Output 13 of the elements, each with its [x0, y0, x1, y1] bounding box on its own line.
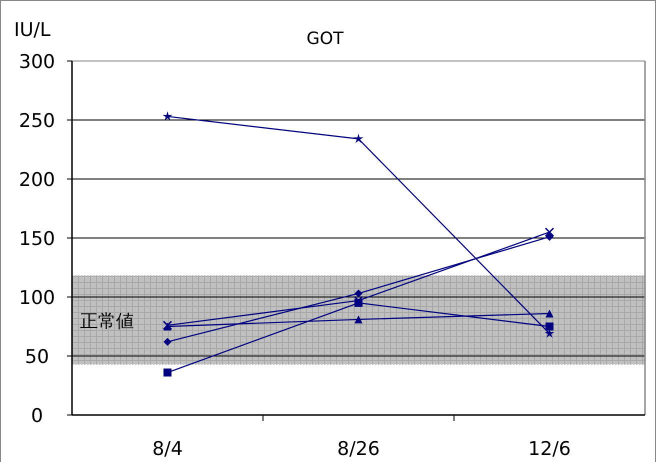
y-tick-label: 50 [24, 346, 50, 368]
band-label: 正常値 [80, 311, 134, 332]
y-axis-title: IU/L [14, 19, 51, 41]
y-tick-label: 150 [18, 228, 56, 250]
y-tick-label: 250 [18, 110, 56, 132]
y-tick-label: 200 [18, 169, 56, 191]
x-tick-label: 12/6 [528, 438, 571, 460]
y-tick-label: 0 [30, 405, 44, 427]
x-tick-label: 8/26 [337, 438, 380, 460]
chart-title: GOT [306, 29, 344, 49]
y-tick-label: 100 [18, 287, 56, 309]
x-tick-label: 8/4 [152, 438, 183, 460]
y-tick-label: 300 [18, 51, 56, 73]
